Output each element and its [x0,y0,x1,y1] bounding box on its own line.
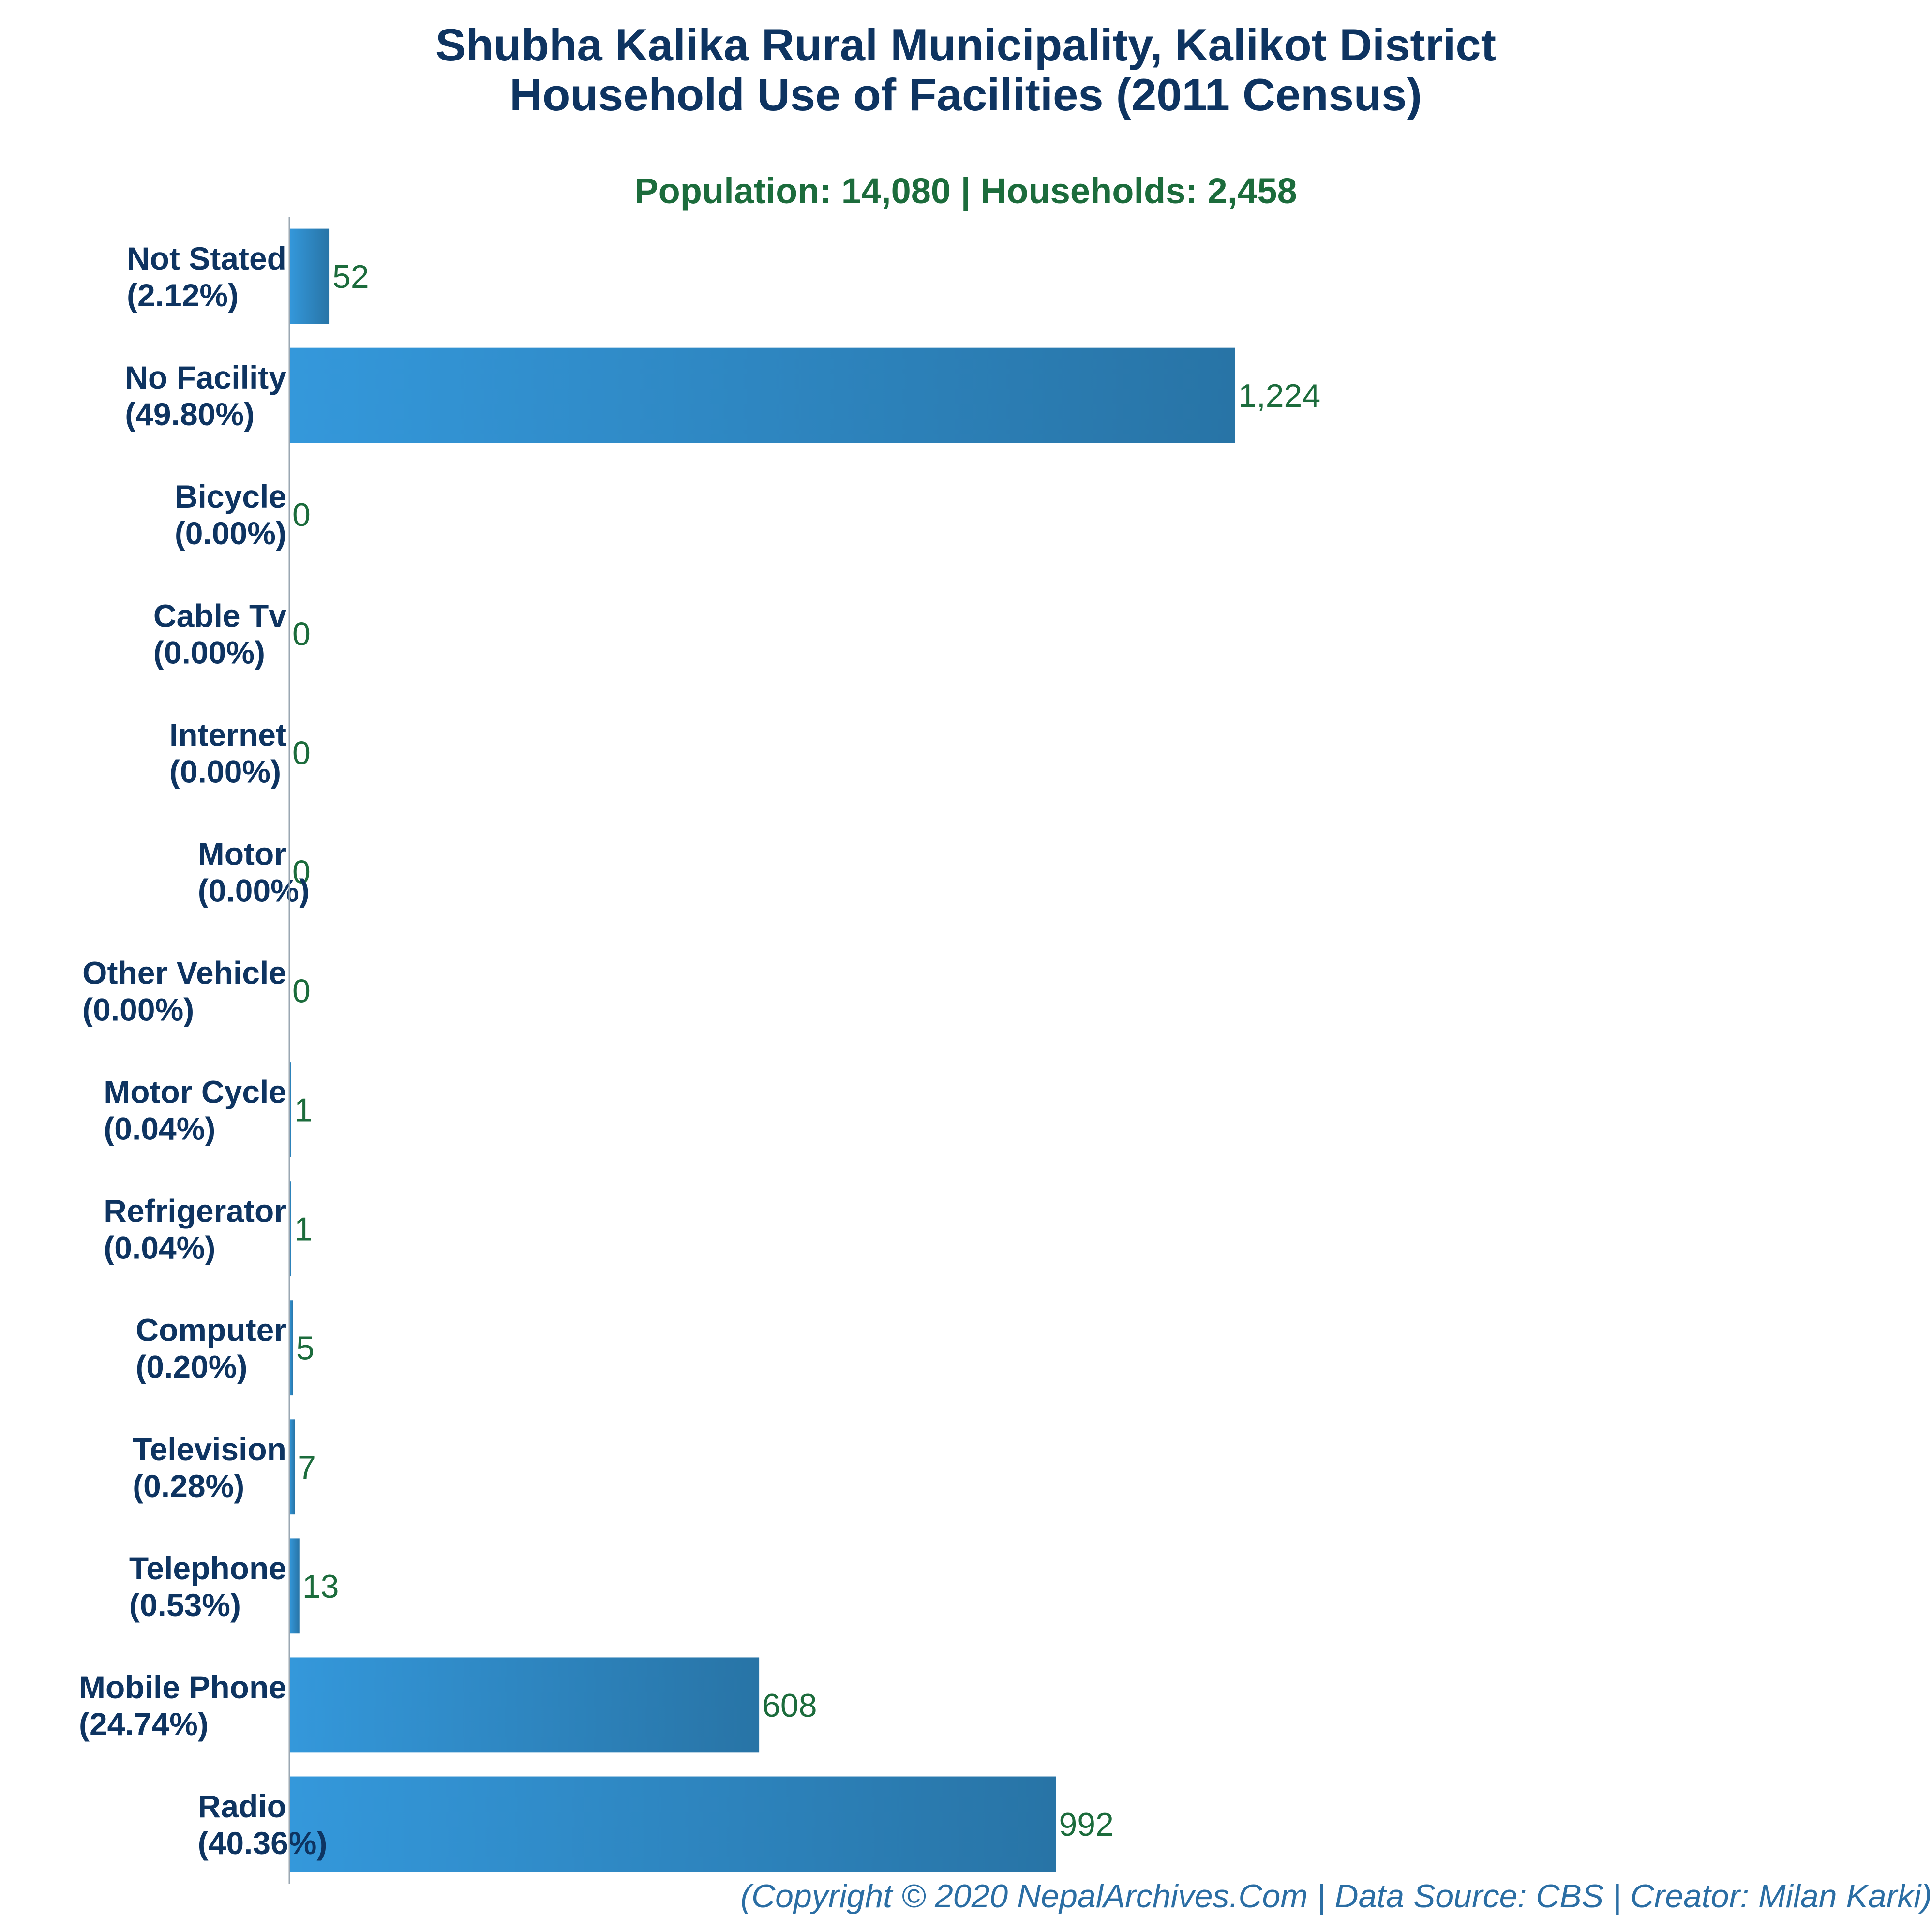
bar [289,1419,295,1515]
category-label: Telephone [129,1550,286,1586]
category-percent-label: (0.00%) [153,634,265,670]
category-percent-label: (0.04%) [104,1230,215,1266]
bar-value-label: 0 [292,973,311,1009]
category-percent-label: (0.00%) [175,515,286,551]
bar-value-label: 0 [292,734,311,771]
category-percent-label: (0.20%) [135,1349,247,1385]
bar-value-label: 992 [1059,1806,1113,1843]
bar [289,347,1235,443]
category-label: Computer [135,1312,286,1348]
category-label: Radio [198,1788,286,1824]
category-percent-label: (0.00%) [169,753,281,789]
category-label: Refrigerator [104,1193,286,1229]
chart-title-line-2: Household Use of Facilities (2011 Census… [509,69,1422,120]
category-label: Mobile Phone [79,1669,286,1705]
bar-value-label: 608 [762,1687,817,1724]
bar [289,1300,293,1396]
category-percent-label: (49.80%) [125,396,255,432]
bar-value-label: 52 [332,258,369,295]
bar [289,1181,291,1277]
category-percent-label: (40.36%) [198,1825,328,1861]
bar [289,228,330,324]
category-label: No Facility [125,359,286,395]
category-label: Other Vehicle [82,955,286,990]
bar-value-label: 1 [294,1211,313,1248]
category-label: Television [133,1431,286,1467]
chart-subtitle: Population: 14,080 | Households: 2,458 [634,171,1297,211]
plot-area: 52 Not Stated(2.12%) 1,224 No Facility(49.8… [79,228,1320,1872]
category-percent-label: (2.12%) [127,277,239,313]
category-percent-label: (24.74%) [79,1706,209,1742]
chart-title-line-1: Shubha Kalika Rural Municipality, Kaliko… [435,19,1496,70]
category-percent-label: (0.28%) [133,1468,244,1504]
bar-value-label: 0 [292,615,311,652]
bar [289,1776,1056,1872]
bar [289,1538,300,1634]
category-percent-label: (0.53%) [129,1587,241,1623]
category-label: Motor Cycle [104,1074,286,1110]
bar [289,1657,760,1753]
category-label: Motor [198,836,286,871]
bar-value-label: 7 [298,1449,316,1486]
footer-credit: (Copyright © 2020 NepalArchives.Com | Da… [740,1878,1932,1915]
bar-value-label: 1,224 [1238,377,1320,414]
category-percent-label: (0.00%) [198,872,310,908]
category-percent-label: (0.00%) [82,991,194,1027]
category-label: Bicycle [175,479,286,514]
bar-value-label: 5 [296,1330,315,1367]
bar-value-label: 13 [302,1568,339,1605]
category-percent-label: (0.04%) [104,1111,215,1147]
bar-value-label: 1 [294,1092,313,1129]
bar-value-label: 0 [292,854,311,890]
category-label: Not Stated [127,240,286,276]
category-label: Internet [169,717,286,752]
bar [289,1062,291,1157]
category-label: Cable Tv [153,598,286,633]
bar-value-label: 0 [292,496,311,533]
